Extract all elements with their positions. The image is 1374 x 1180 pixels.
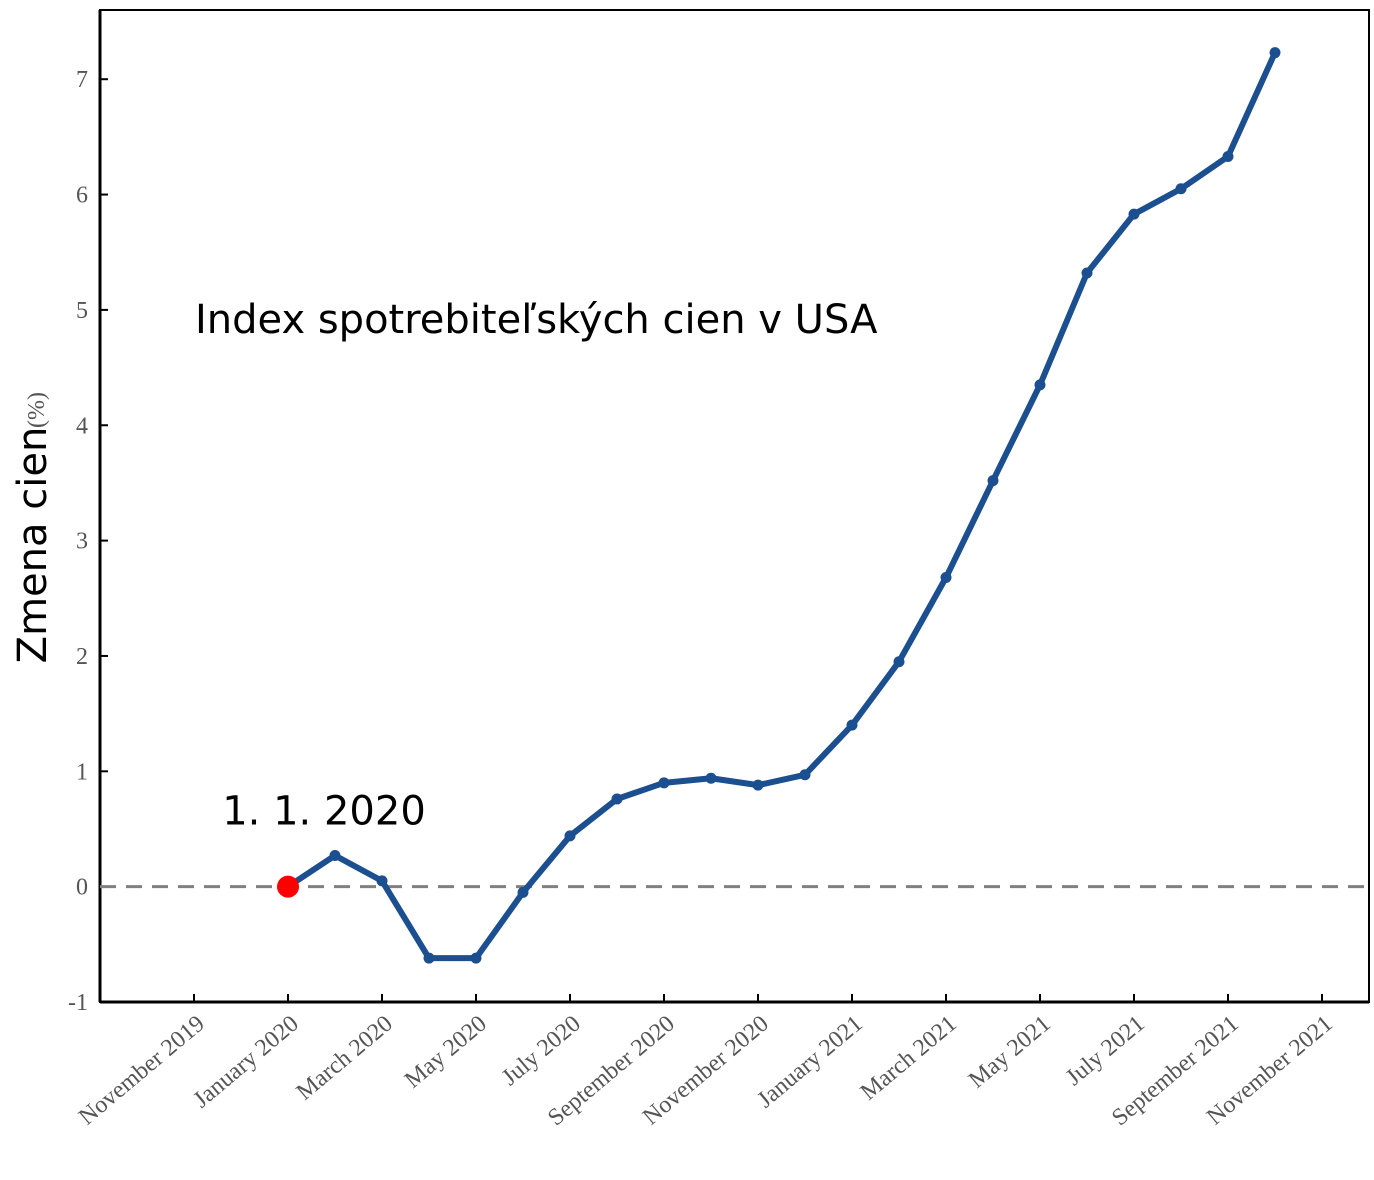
- point: [1175, 183, 1187, 195]
- point: [564, 830, 576, 842]
- point: [705, 772, 717, 784]
- y-tick-label: -1: [68, 990, 88, 1016]
- point: [987, 475, 999, 487]
- y-label-unit: (%): [24, 392, 50, 428]
- y-tick-label: 3: [76, 529, 88, 555]
- point: [329, 850, 341, 862]
- point: [1269, 47, 1281, 59]
- y-axis-title: Zmena cien(%): [10, 392, 56, 663]
- annotation: 1. 1. 2020: [222, 789, 426, 835]
- plot-frame: [99, 9, 1370, 1003]
- y-tick-label: 6: [76, 183, 88, 209]
- y-tick-label: 1: [76, 759, 88, 785]
- point: [517, 886, 529, 898]
- point: [1081, 267, 1093, 279]
- y-tick-label: 5: [76, 298, 88, 324]
- point: [799, 769, 811, 781]
- y-tick-label: 4: [76, 413, 88, 439]
- point: [376, 875, 388, 887]
- point: [423, 952, 435, 964]
- y-tick-label: 0: [76, 875, 88, 901]
- point: [752, 779, 764, 791]
- point: [611, 793, 623, 805]
- point: [470, 952, 482, 964]
- point: [940, 572, 952, 584]
- y-label: Zmena cien: [10, 427, 56, 664]
- point: [1128, 208, 1140, 220]
- x-tick-label: May 2020: [400, 1011, 492, 1094]
- x-tick-label: November 2019: [74, 1011, 210, 1131]
- point: [658, 777, 670, 789]
- point: [846, 719, 858, 731]
- highlight-point: [277, 875, 299, 898]
- line: [286, 51, 1278, 962]
- x-tick-label: March 2020: [292, 1011, 398, 1106]
- point: [1034, 379, 1046, 391]
- x-tick-label: July 2020: [497, 1011, 586, 1091]
- y-tick-label: 2: [76, 644, 88, 670]
- point: [1222, 150, 1234, 162]
- x-tick-label: July 2021: [1061, 1011, 1150, 1091]
- point: [893, 656, 905, 668]
- y-tick-label: 7: [76, 67, 88, 93]
- chart-title: Index spotrebiteľských cien v USA: [195, 297, 878, 343]
- x-tick-label: March 2021: [856, 1011, 962, 1106]
- x-tick-label: May 2021: [964, 1011, 1056, 1094]
